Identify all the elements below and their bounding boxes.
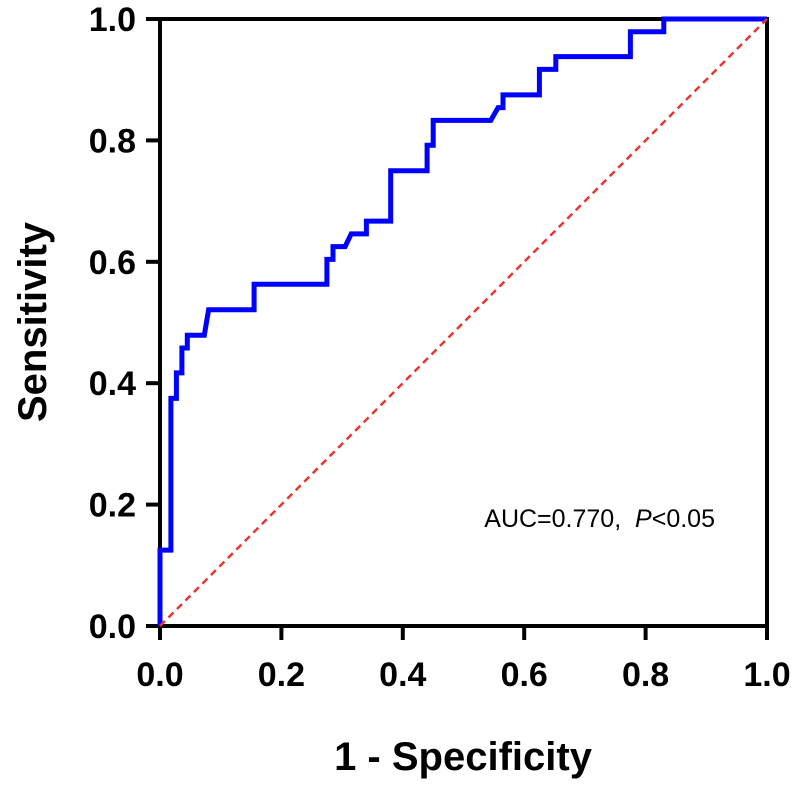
reference-diagonal-line — [159, 18, 768, 627]
roc-curve-line — [157, 16, 767, 626]
x-tick-label: 0.6 — [501, 656, 548, 694]
y-tick-label: 1.0 — [89, 1, 136, 39]
x-tick-label: 0.8 — [622, 656, 669, 694]
x-tick-label: 1.0 — [743, 656, 790, 694]
y-tick-label: 0.6 — [89, 244, 136, 282]
y-tick-label: 0.0 — [89, 608, 136, 646]
axes — [158, 17, 769, 628]
auc-annotation-p: P — [635, 505, 652, 533]
x-tick-label: 0.0 — [136, 656, 183, 694]
series — [157, 16, 768, 627]
x-axis-title: 1 - Specificity — [334, 735, 593, 779]
x-tick-label: 0.2 — [258, 656, 305, 694]
ticks: 0.0 0.2 0.4 0.6 0.8 1.0 0.0 0.2 0.4 0.6 0.8 1.0 — [89, 1, 791, 694]
y-tick-label: 0.8 — [89, 122, 136, 160]
plot-frame — [158, 17, 769, 628]
auc-annotation-suffix: <0.05 — [652, 505, 715, 533]
auc-annotation-prefix: AUC=0.770, — [484, 505, 635, 533]
x-tick-label: 0.4 — [379, 656, 426, 694]
y-tick-label: 0.4 — [89, 365, 136, 403]
y-axis-title: Sensitivity — [11, 221, 55, 422]
auc-annotation: AUC=0.770, P<0.05 — [484, 505, 715, 533]
y-tick-label: 0.2 — [89, 487, 136, 525]
